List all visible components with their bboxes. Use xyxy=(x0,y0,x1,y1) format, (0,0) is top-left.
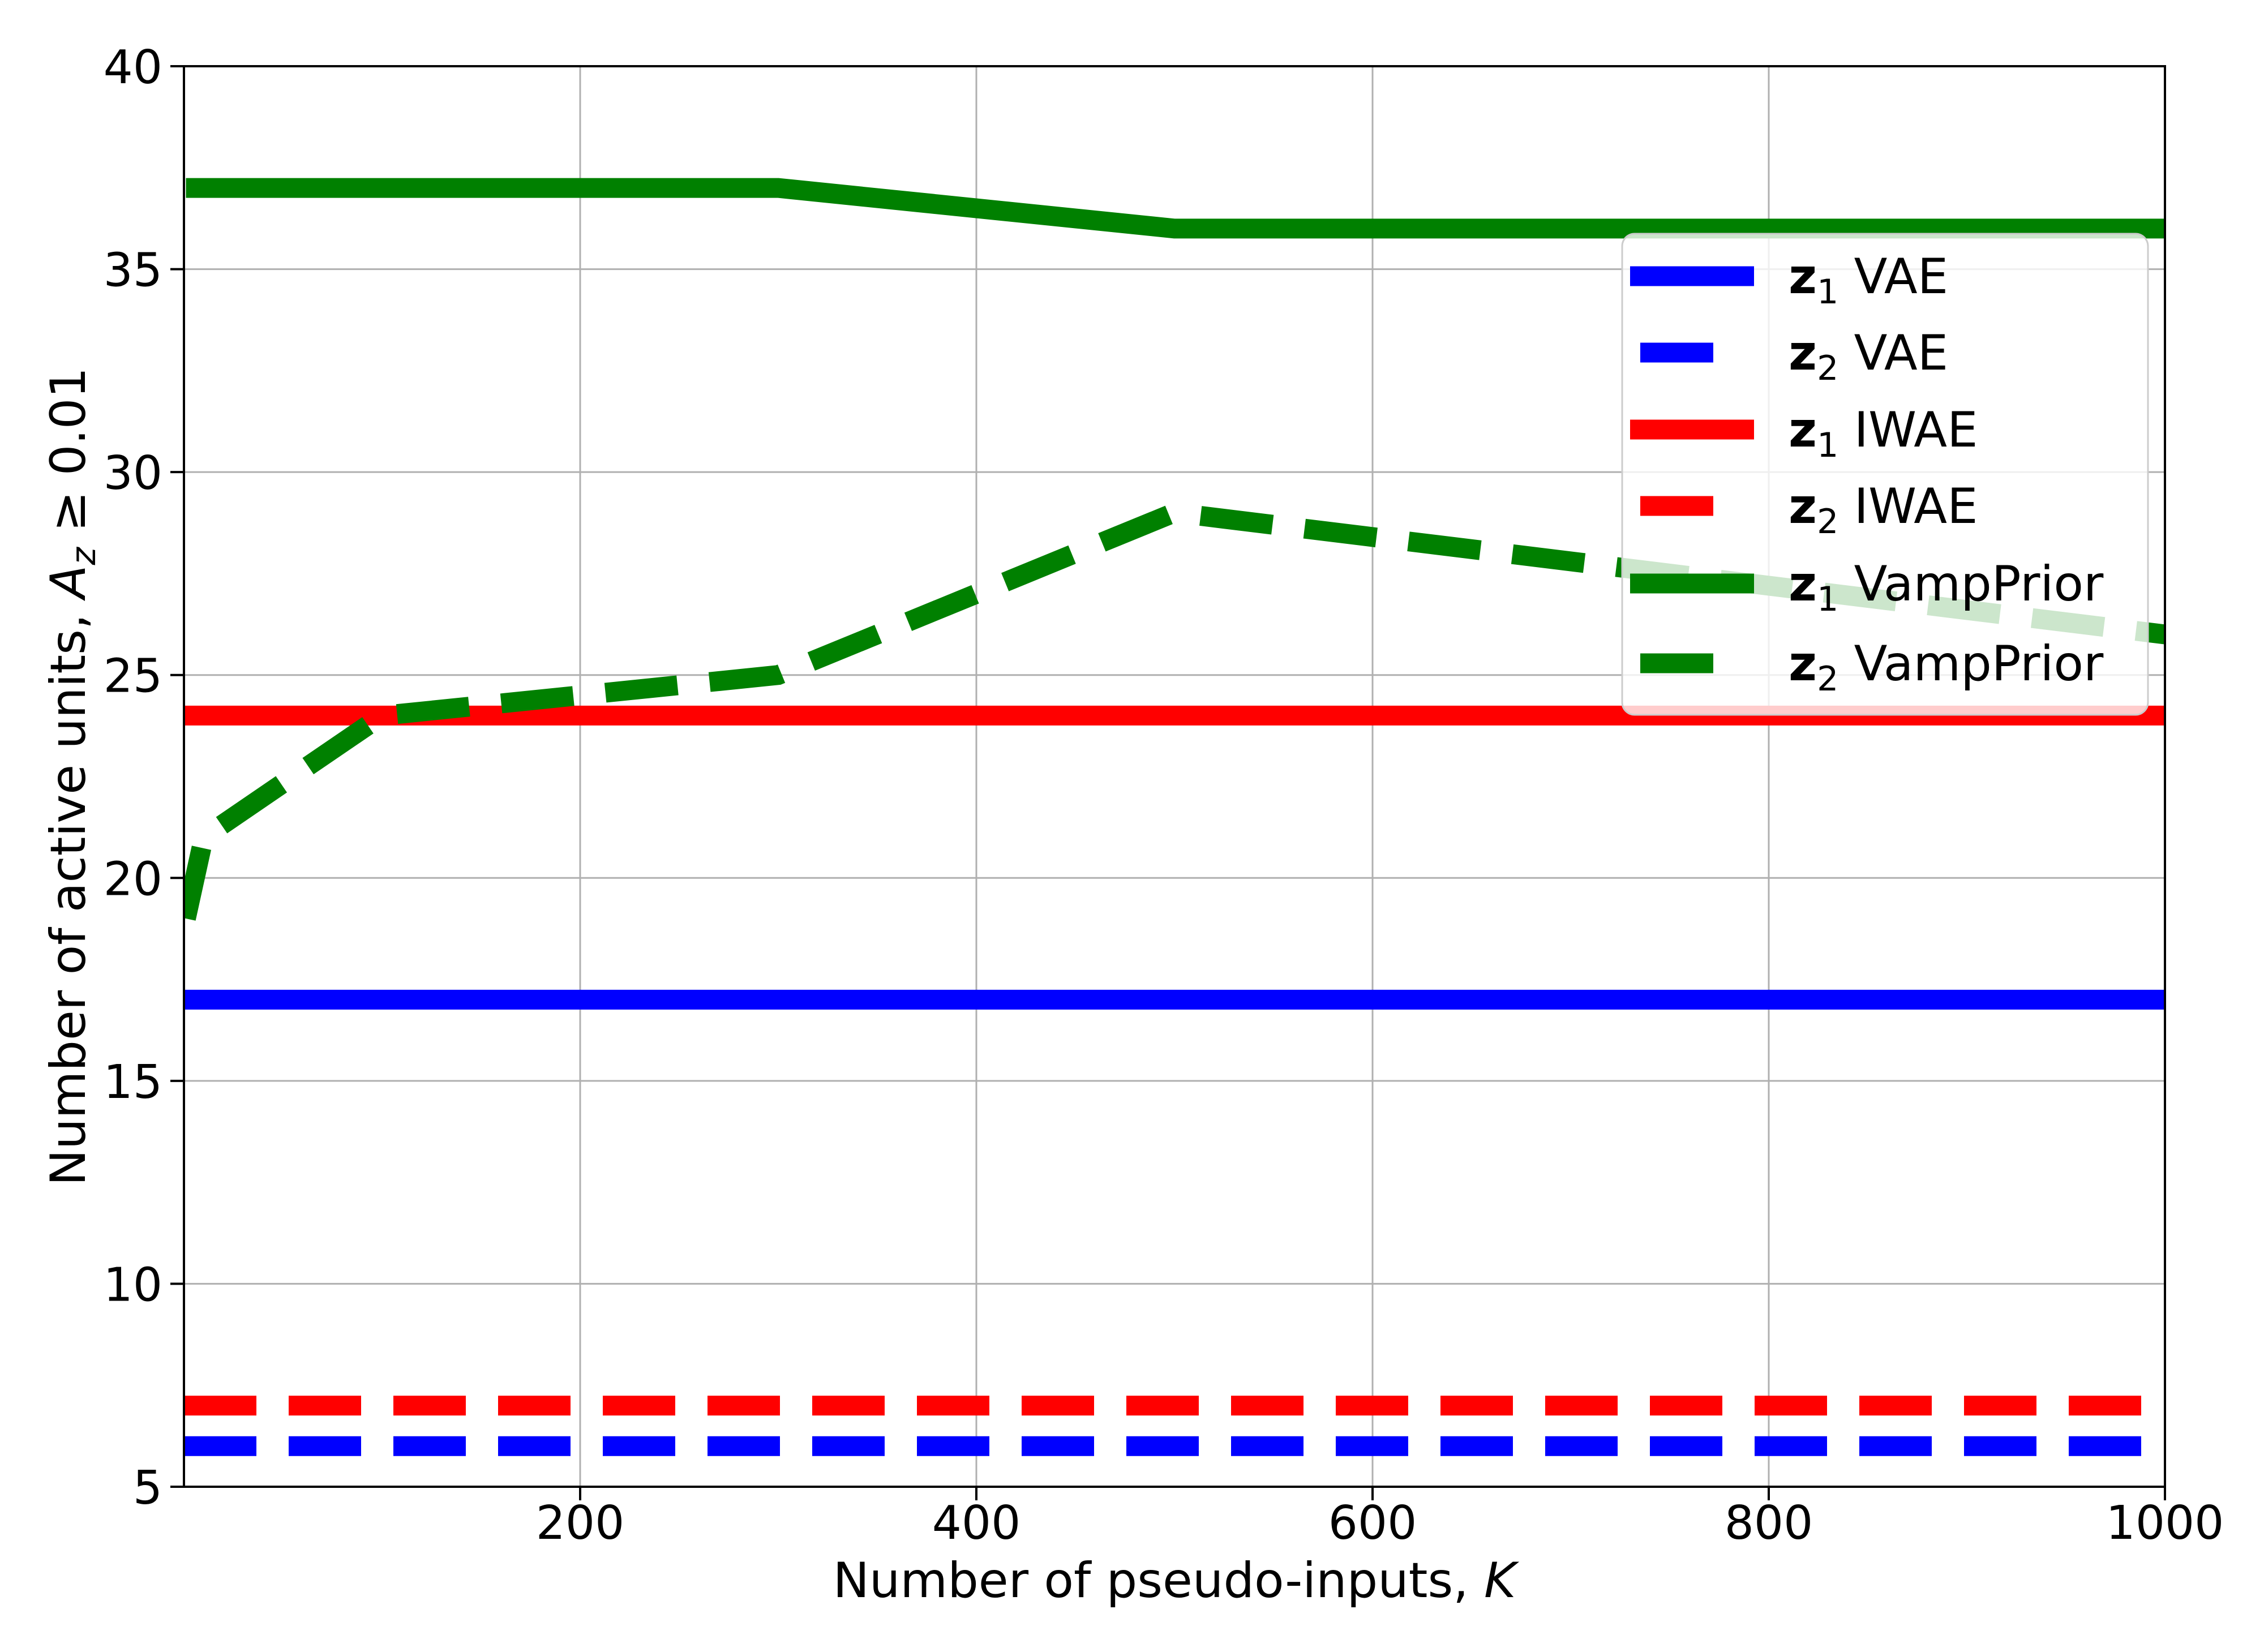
legend-label: z2 VampPrior xyxy=(1789,636,2104,699)
x-tick-label: 400 xyxy=(932,1496,1021,1550)
legend-label: z1 IWAE xyxy=(1789,402,1978,465)
legend-label: z1 VAE xyxy=(1789,248,1948,312)
y-tick-label: 5 xyxy=(133,1461,162,1515)
legend-box xyxy=(1621,233,2149,716)
series-z2-vampprior xyxy=(184,502,2165,921)
y-axis-label: Number of active units, Az ≥ 0.01 xyxy=(40,367,104,1186)
x-axis-label: Number of pseudo-inputs, K xyxy=(833,1552,1520,1609)
x-tick-label: 1000 xyxy=(2106,1496,2224,1550)
y-tick-label: 30 xyxy=(104,447,162,500)
legend-label: z2 IWAE xyxy=(1789,478,1978,542)
x-tick-label: 600 xyxy=(1328,1496,1417,1550)
x-tick-labels: 200 400 600 800 1000 xyxy=(536,1496,2224,1550)
axis-ticks xyxy=(170,65,2166,1500)
y-tick-label: 15 xyxy=(104,1055,162,1109)
y-tick-label: 20 xyxy=(104,852,162,906)
y-tick-label: 25 xyxy=(104,650,162,703)
x-tick-label: 800 xyxy=(1725,1496,1813,1550)
plot-frame xyxy=(183,65,2166,1488)
y-tick-labels: 5 10 15 20 25 30 35 40 xyxy=(104,41,162,1515)
legend-label: z2 VAE xyxy=(1789,325,1948,388)
legend: z1 VAE z2 VAE z1 IWAE z2 IWAE z1 VampPrior z2… xyxy=(1621,233,2149,716)
y-tick-label: 10 xyxy=(104,1258,162,1312)
x-tick-label: 200 xyxy=(536,1496,625,1550)
y-tick-label: 40 xyxy=(104,41,162,95)
y-tick-label: 35 xyxy=(104,244,162,298)
series-z1-vampprior xyxy=(186,178,2165,239)
legend-label: z1 VampPrior xyxy=(1789,556,2104,619)
